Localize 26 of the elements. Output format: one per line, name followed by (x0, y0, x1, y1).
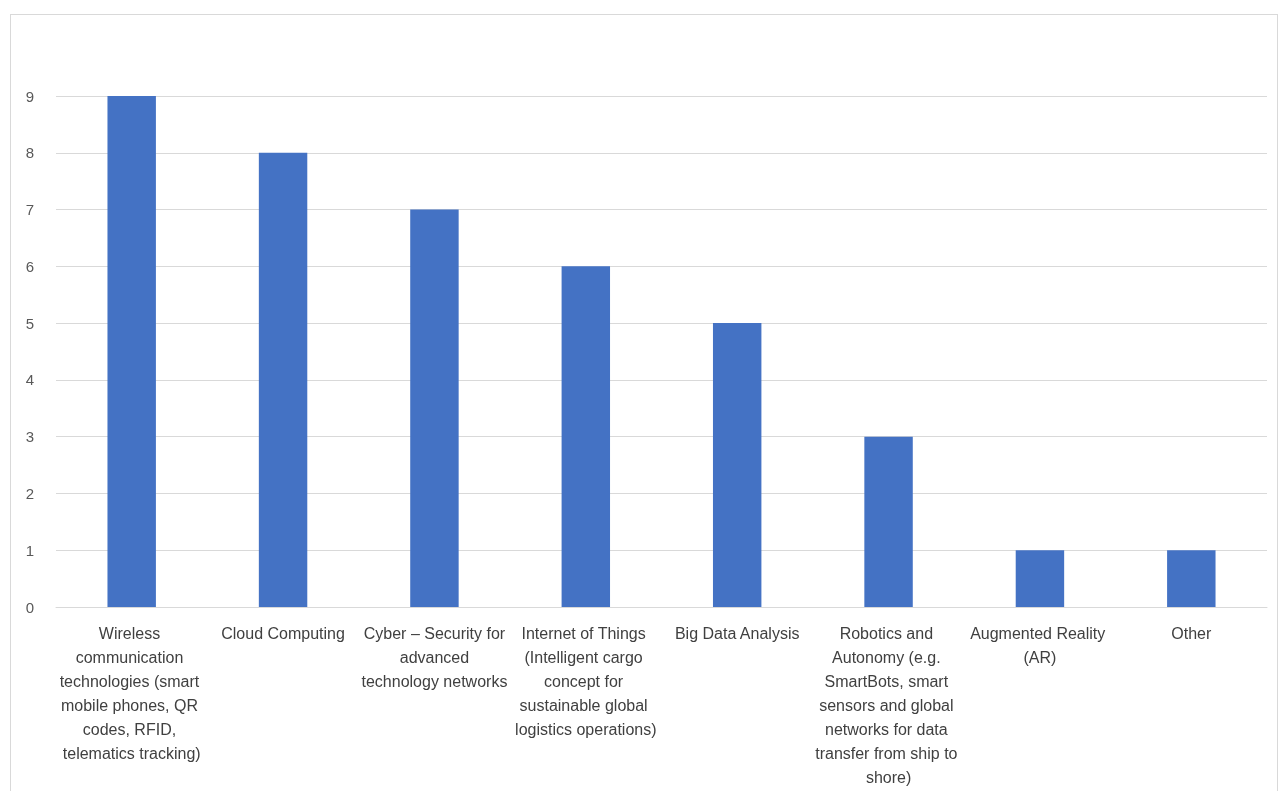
bar (561, 266, 611, 607)
x-tick-label: Cloud Computing (221, 624, 345, 642)
bar (410, 209, 459, 607)
y-tick-label: 6 (25, 257, 34, 275)
y-tick-label: 2 (25, 484, 34, 502)
y-tick-label: 8 (25, 144, 34, 162)
x-tick-label: Robotics and Autonomy (e.g. SmartBots, smart sensors and global networks for data transfer from ship to shore) (815, 624, 962, 786)
x-tick-label: Cyber – Security for advanced technology networks (361, 624, 508, 690)
bar (712, 323, 762, 607)
bar (258, 152, 308, 607)
x-tick-label: Augmented Reality (AR) (970, 624, 1110, 666)
x-tick-label: Big Data Analysis (674, 624, 800, 642)
y-tick-label: 0 (25, 598, 34, 616)
y-tick-label: 1 (25, 541, 34, 559)
y-tick-label: 4 (25, 371, 34, 389)
x-tick-label: Other (1171, 624, 1212, 642)
y-tick-label: 9 (25, 87, 34, 105)
x-tick-label: Wireless communication technologies (smart mobile phones, QR codes, RFID, telematics tracking) (59, 624, 204, 762)
y-tick-label: 5 (25, 314, 34, 332)
bar (1167, 550, 1216, 607)
bar (107, 96, 156, 607)
y-tick-label: 3 (25, 428, 34, 446)
bar (864, 436, 913, 607)
y-tick-label: 7 (25, 201, 34, 219)
bar (1015, 550, 1065, 607)
x-tick-label: Internet of Things (Intelligent cargo concept for sustainable global logistics operations) (515, 624, 657, 738)
